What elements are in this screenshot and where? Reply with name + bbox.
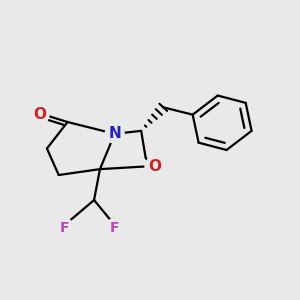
Text: O: O — [33, 107, 46, 122]
Circle shape — [145, 157, 164, 176]
Circle shape — [30, 105, 49, 124]
Circle shape — [105, 124, 124, 143]
Text: F: F — [110, 221, 119, 235]
Text: F: F — [60, 221, 69, 235]
Text: N: N — [108, 126, 121, 141]
Circle shape — [55, 219, 74, 238]
Circle shape — [105, 219, 124, 238]
Text: O: O — [148, 159, 161, 174]
